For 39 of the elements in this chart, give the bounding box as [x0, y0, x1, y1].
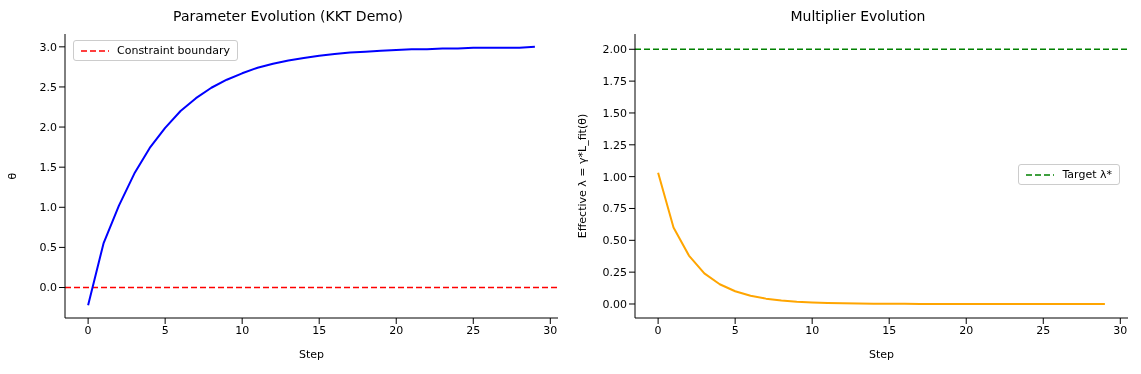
x-axis-title: Step: [868, 348, 895, 361]
x-axis-title: Step: [298, 348, 325, 361]
x-tick-label: 0: [654, 323, 662, 337]
y-tick-label: 1.25: [602, 138, 627, 152]
y-tick-label: 0.00: [602, 297, 627, 311]
x-tick-label: 20: [959, 323, 974, 337]
y-tick-label: 0.50: [602, 234, 627, 248]
y-tick-label: 0.0: [39, 281, 57, 295]
y-tick-label: 0.5: [39, 241, 57, 255]
y-tick-label: 1.5: [39, 161, 57, 175]
y-tick-label: 0.75: [602, 202, 627, 216]
y-tick-label: 2.00: [602, 43, 627, 57]
y-tick-label: 2.5: [39, 80, 57, 94]
x-tick-label: 10: [805, 323, 820, 337]
chart-title: Multiplier Evolution: [789, 8, 927, 26]
x-tick-label: 30: [543, 323, 558, 337]
y-tick-label: 0.25: [602, 266, 627, 280]
legend-label: Target λ*: [1062, 168, 1112, 181]
x-tick-label: 30: [1113, 323, 1128, 337]
y-tick-label: 1.50: [602, 106, 627, 120]
legend-label: Constraint boundary: [117, 44, 230, 57]
x-tick-label: 0: [84, 323, 92, 337]
chart-title: Parameter Evolution (KKT Demo): [172, 8, 404, 26]
x-tick-label: 15: [312, 323, 327, 337]
x-tick-label: 5: [731, 323, 739, 337]
x-tick-label: 15: [882, 323, 897, 337]
x-tick-label: 5: [161, 323, 169, 337]
y-tick-label: 2.0: [39, 120, 57, 134]
x-tick-label: 25: [1036, 323, 1051, 337]
y-axis-title: θ: [5, 172, 19, 180]
y-tick-label: 1.00: [602, 170, 627, 184]
x-tick-label: 10: [235, 323, 250, 337]
y-tick-label: 1.75: [602, 75, 627, 89]
x-tick-label: 25: [466, 323, 481, 337]
x-tick-label: 20: [389, 323, 404, 337]
y-axis-title: Effective λ = γ*L_fit(θ): [575, 113, 589, 239]
y-tick-label: 3.0: [39, 40, 57, 54]
line-series: [87, 45, 536, 307]
y-tick-label: 1.0: [39, 201, 57, 215]
